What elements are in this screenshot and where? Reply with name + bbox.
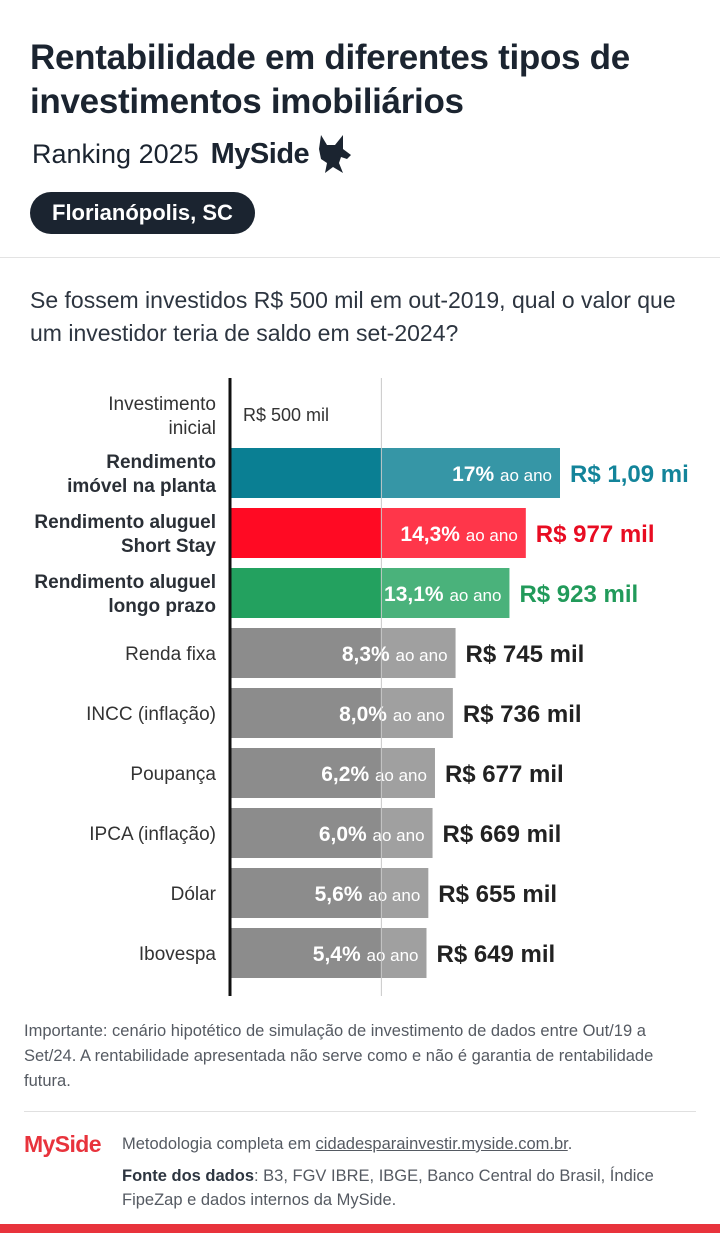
bar (230, 748, 435, 798)
value-label: R$ 736 mil (463, 701, 582, 728)
bar-gain-segment (381, 568, 510, 618)
bar (230, 568, 510, 618)
rate-label: 14,3% ao ano (400, 523, 517, 546)
brand-logo-text: MySide (210, 137, 310, 170)
rate-label: 8,3% ao ano (342, 643, 448, 666)
methodology-text: Metodologia completa em cidadesparainves… (122, 1132, 702, 1157)
category-label: Dólar (171, 884, 217, 905)
rate-label: 8,0% ao ano (339, 703, 445, 726)
bar (230, 688, 453, 738)
bar (230, 808, 433, 858)
initial-value-label: R$ 500 mil (243, 405, 329, 425)
category-label: Poupança (130, 764, 216, 785)
dog-icon (319, 135, 352, 173)
rate-label: 5,6% ao ano (315, 883, 421, 906)
bar (230, 868, 429, 918)
category-label: Rendimento (106, 452, 216, 473)
value-label: R$ 977 mil (536, 521, 655, 548)
category-label: Short Stay (121, 536, 216, 557)
subtitle-row: Ranking 2025 MySide (32, 132, 353, 176)
bar-gain-segment (381, 808, 433, 858)
data-sources: Fonte dos dados: B3, FGV IBRE, IBGE, Ban… (122, 1164, 702, 1212)
value-label: R$ 649 mil (436, 941, 555, 968)
rate-label: 6,2% ao ano (321, 763, 427, 786)
value-label: R$ 669 mil (443, 821, 562, 848)
footer-logo: MySide (24, 1131, 102, 1157)
bar-chart: Investimento inicial R$ 500 mil Rendimento i… (34, 378, 689, 996)
rate-label: 5,4% ao ano (313, 943, 419, 966)
methodology-suffix: . (567, 1135, 573, 1153)
bar-gain-segment (381, 748, 435, 798)
initial-label: inicial (168, 418, 216, 439)
value-label: R$ 677 mil (445, 761, 564, 788)
city-badge: Florianópolis, SC (30, 192, 255, 234)
bar (230, 928, 427, 978)
value-label: R$ 1,09 mi (570, 461, 689, 488)
bar-gain-segment (381, 628, 456, 678)
category-label: Rendimento aluguel (34, 572, 216, 593)
bar-gain-segment (381, 508, 526, 558)
value-label: R$ 655 mil (438, 881, 557, 908)
category-label: Renda fixa (125, 644, 216, 665)
bar-gain-segment (381, 688, 453, 738)
category-label: Ibovespa (139, 944, 217, 965)
bar (230, 508, 526, 558)
value-label: R$ 745 mil (466, 641, 585, 668)
category-label: Rendimento aluguel (34, 512, 216, 533)
rate-label: 6,0% ao ano (319, 823, 425, 846)
source-text: : B3, FGV IBRE, IBGE, Banco Central do B… (122, 1167, 654, 1209)
category-label: IPCA (inflação) (89, 824, 216, 845)
bar-gain-segment (381, 448, 560, 498)
category-label: imóvel na planta (67, 476, 216, 497)
page-title: Rentabilidade em diferentes tipos de inv… (30, 38, 630, 121)
initial-label: Investimento (108, 394, 216, 415)
category-label: longo prazo (108, 596, 216, 617)
rate-label: 13,1% ao ano (384, 583, 501, 606)
bar (230, 628, 456, 678)
methodology-link[interactable]: cidadesparainvestir.myside.com.br (315, 1135, 568, 1153)
chart-question: Se fossem investidos R$ 500 mil em out-2… (30, 287, 676, 346)
header: Rentabilidade em diferentes tipos de inv… (0, 0, 720, 258)
category-label: INCC (inflação) (86, 704, 216, 725)
disclaimer-note: Importante: cenário hipotético de simula… (24, 1022, 654, 1090)
bottom-accent-bar (0, 1224, 720, 1233)
value-label: R$ 923 mil (519, 581, 638, 608)
divider (24, 1111, 696, 1112)
bar-gain-segment (381, 868, 429, 918)
bar-gain-segment (381, 928, 427, 978)
rate-label: 17% ao ano (452, 463, 552, 486)
source-label: Fonte dos dados (122, 1167, 254, 1185)
bar (230, 448, 560, 498)
methodology-prefix: Metodologia completa em (122, 1135, 316, 1153)
ranking-subtitle: Ranking 2025 (32, 138, 199, 169)
